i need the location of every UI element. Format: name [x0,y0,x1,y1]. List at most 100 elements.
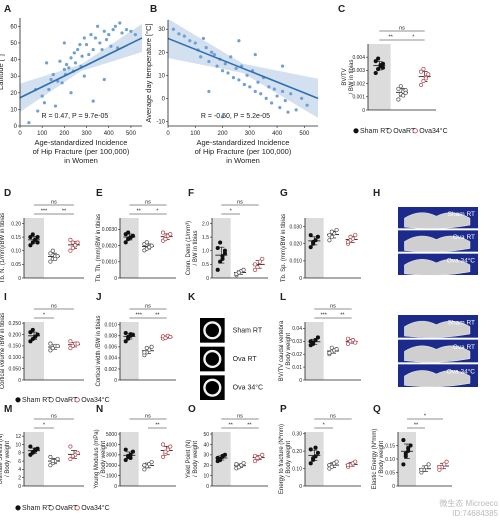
data-point [253,262,258,267]
data-point [123,330,128,336]
data-point [234,66,238,70]
data-point [346,463,351,468]
data-point [380,65,385,70]
data-point [241,267,246,272]
data-point [350,337,355,343]
data-point [396,97,401,102]
significance-label: ns [330,304,336,310]
data-point [53,104,58,108]
data-point [28,243,33,248]
data-point [177,32,181,36]
panel-letter-i: I [4,292,7,303]
y-tick-label: 0.003 [352,68,365,74]
panel-letter-d: D [4,188,11,199]
data-point [248,85,252,89]
data-point [264,96,268,100]
data-point [100,47,104,52]
y-tick-label: 0.03 [292,339,302,345]
data-point [107,33,111,37]
data-point [89,33,93,37]
data-point [237,78,241,82]
data-point [267,85,271,89]
fit-line [19,37,143,99]
data-point [168,334,173,339]
panel-letter-e: E [96,188,103,199]
data-point [207,89,211,94]
data-point [36,109,40,113]
data-point [58,59,62,63]
y-axis-label: Tb. Sp. (mm)/BW in tibias [281,214,287,282]
shade-band [398,432,416,486]
microct-panel-h: Sham RT Ova RT Ova 34°C [398,207,478,276]
data-point [128,235,133,240]
y-tick-label: 0.02 [292,352,302,358]
y-tick-label: 0 [18,378,21,384]
microct-label: Ova 34°C [447,368,476,376]
bone-silhouette [404,212,471,229]
significance-label: ns [237,200,243,206]
bone-silhouette [404,320,471,338]
x-tick-label: 200 [218,131,229,137]
panel-c: 0 0.001 0.002 0.003 0.004 BV/TV / BW in tibias… [342,26,436,114]
y-tick-label: 30 [158,27,165,33]
data-point [70,454,75,459]
data-point [406,446,411,451]
shade-band [120,218,139,278]
data-point [207,59,211,64]
y-tick-label: 0 [299,378,302,384]
y-axis-label: Young Modulus (mPa) [94,429,100,488]
data-point [188,39,192,43]
data-point [215,245,220,251]
data-point [280,64,285,68]
x-axis-label: Age-standardized Incidence [35,138,128,147]
data-point [28,339,33,344]
data-point [182,34,186,38]
x-tick-label: 500 [126,131,137,137]
data-point [253,89,257,94]
y-tick-label: 0 [362,108,365,114]
data-point [308,447,313,452]
significance-label: ns [330,414,336,420]
data-point [72,51,76,55]
y-tick-label: -10 [156,119,165,125]
data-point [334,347,339,352]
significance-label: ** [389,35,394,41]
data-point [62,67,66,72]
y-axis-label: Energy to fracture (N*mm) [279,424,285,494]
data-point [142,463,147,468]
data-point [144,240,149,245]
y-tick-label: 0.001 [352,95,365,101]
bone-silhouette [404,235,471,253]
y-tick-label: 1.5 [202,235,209,241]
data-point [35,332,40,337]
significance-label: ** [137,209,142,215]
y-tick-label: 30 [10,74,17,80]
y-tick-label: 1.0 [202,249,209,255]
data-point [93,36,98,40]
data-point [130,449,135,454]
data-point [68,346,73,351]
legend-marker [412,128,418,134]
data-point [168,232,173,237]
significance-label: *** [135,313,142,319]
panel-letter-k: K [188,292,196,303]
y-tick-label: 3000 [106,453,117,459]
y-axis-label: / BW in tibias [193,230,199,265]
data-point [353,459,358,464]
data-point [51,72,55,77]
y-axis-label: Conn. Dens (1/mm³) [186,221,192,275]
significance-label: * [43,423,46,429]
data-point [255,455,260,461]
significance-label: ** [414,423,419,429]
x-tick-label: 400 [272,131,283,137]
data-point [163,237,168,242]
data-point [311,239,316,245]
data-point [220,256,225,261]
y-tick-label: 0.20 [292,449,302,455]
data-point [334,459,339,464]
y-tick-label: 0.10 [11,249,21,255]
correlation-annotation: R = 0.47, P = 9.7e-05 [41,113,108,120]
panel-letter-q: Q [373,404,381,415]
